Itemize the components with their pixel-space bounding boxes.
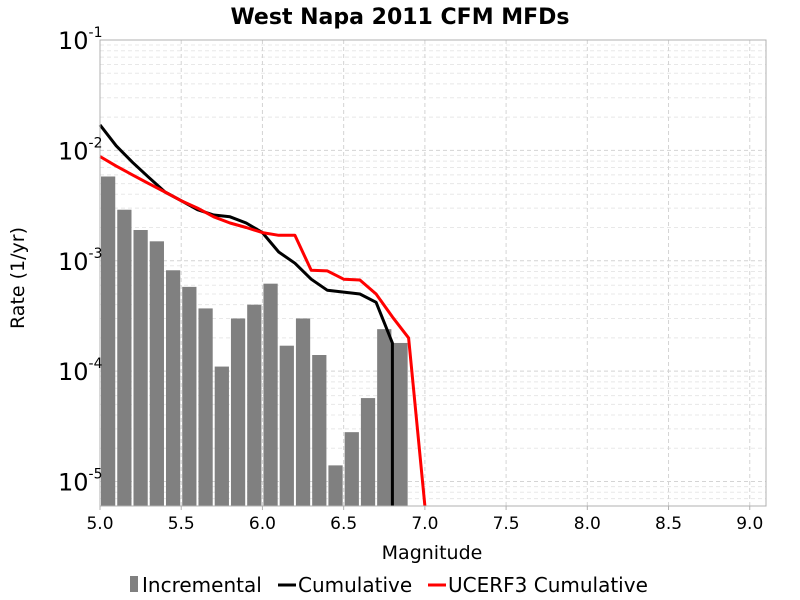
bar bbox=[328, 465, 343, 506]
series-line-ucerf3-cumulative bbox=[99, 155, 427, 507]
y-tick-label: 10-5 bbox=[58, 467, 103, 497]
x-tick-label: 7.0 bbox=[411, 514, 438, 534]
x-tick-label: 6.0 bbox=[249, 514, 276, 534]
y-tick-label: 10-1 bbox=[58, 25, 103, 55]
bar bbox=[312, 355, 327, 506]
y-tick-label: 10-4 bbox=[58, 356, 103, 386]
bar bbox=[377, 329, 392, 506]
x-tick-label: 8.5 bbox=[655, 514, 682, 534]
series-line-cumulative bbox=[98, 123, 394, 506]
bar bbox=[182, 286, 197, 506]
bar bbox=[247, 304, 262, 506]
bar bbox=[117, 209, 132, 506]
bar bbox=[165, 270, 181, 506]
x-tick-label: 5.0 bbox=[86, 514, 113, 534]
bar bbox=[344, 432, 359, 506]
bar bbox=[360, 398, 376, 506]
legend: Incremental Cumulative UCERF3 Cumulative bbox=[130, 573, 648, 597]
y-tick-label: 10-3 bbox=[58, 246, 103, 276]
bar bbox=[133, 229, 148, 507]
legend-swatch-incremental bbox=[130, 576, 138, 592]
x-tick-label: 6.5 bbox=[330, 514, 357, 534]
incremental-bars bbox=[101, 176, 408, 507]
bar bbox=[295, 318, 311, 506]
y-axis-label: Rate (1/yr) bbox=[7, 227, 29, 329]
bar bbox=[214, 366, 229, 506]
chart-title: West Napa 2011 CFM MFDs bbox=[230, 5, 569, 30]
x-tick-label: 8.0 bbox=[574, 514, 601, 534]
x-tick-label: 9.0 bbox=[736, 514, 763, 534]
bar bbox=[279, 345, 294, 506]
bar bbox=[230, 318, 246, 506]
y-axis-ticks: 10-1 10-2 10-3 10-4 10-5 bbox=[58, 25, 103, 497]
legend-label-ucerf3-cumulative: UCERF3 Cumulative bbox=[448, 573, 648, 597]
legend-label-incremental: Incremental bbox=[142, 573, 262, 597]
plot-frame bbox=[99, 39, 767, 507]
bar bbox=[263, 283, 278, 506]
bar bbox=[393, 342, 408, 506]
bar bbox=[101, 176, 116, 506]
grid-minor bbox=[100, 44, 766, 507]
x-tick-label: 7.5 bbox=[493, 514, 520, 534]
x-axis-ticks: 5.0 5.5 6.0 6.5 7.0 7.5 8.0 8.5 9.0 bbox=[86, 506, 763, 534]
x-tick-label: 5.5 bbox=[168, 514, 195, 534]
cumulative-lines bbox=[98, 123, 427, 507]
x-axis-label: Magnitude bbox=[382, 542, 483, 564]
legend-label-cumulative: Cumulative bbox=[298, 573, 412, 597]
bar bbox=[149, 241, 164, 506]
bar bbox=[198, 308, 213, 506]
y-tick-label: 10-2 bbox=[58, 135, 103, 165]
